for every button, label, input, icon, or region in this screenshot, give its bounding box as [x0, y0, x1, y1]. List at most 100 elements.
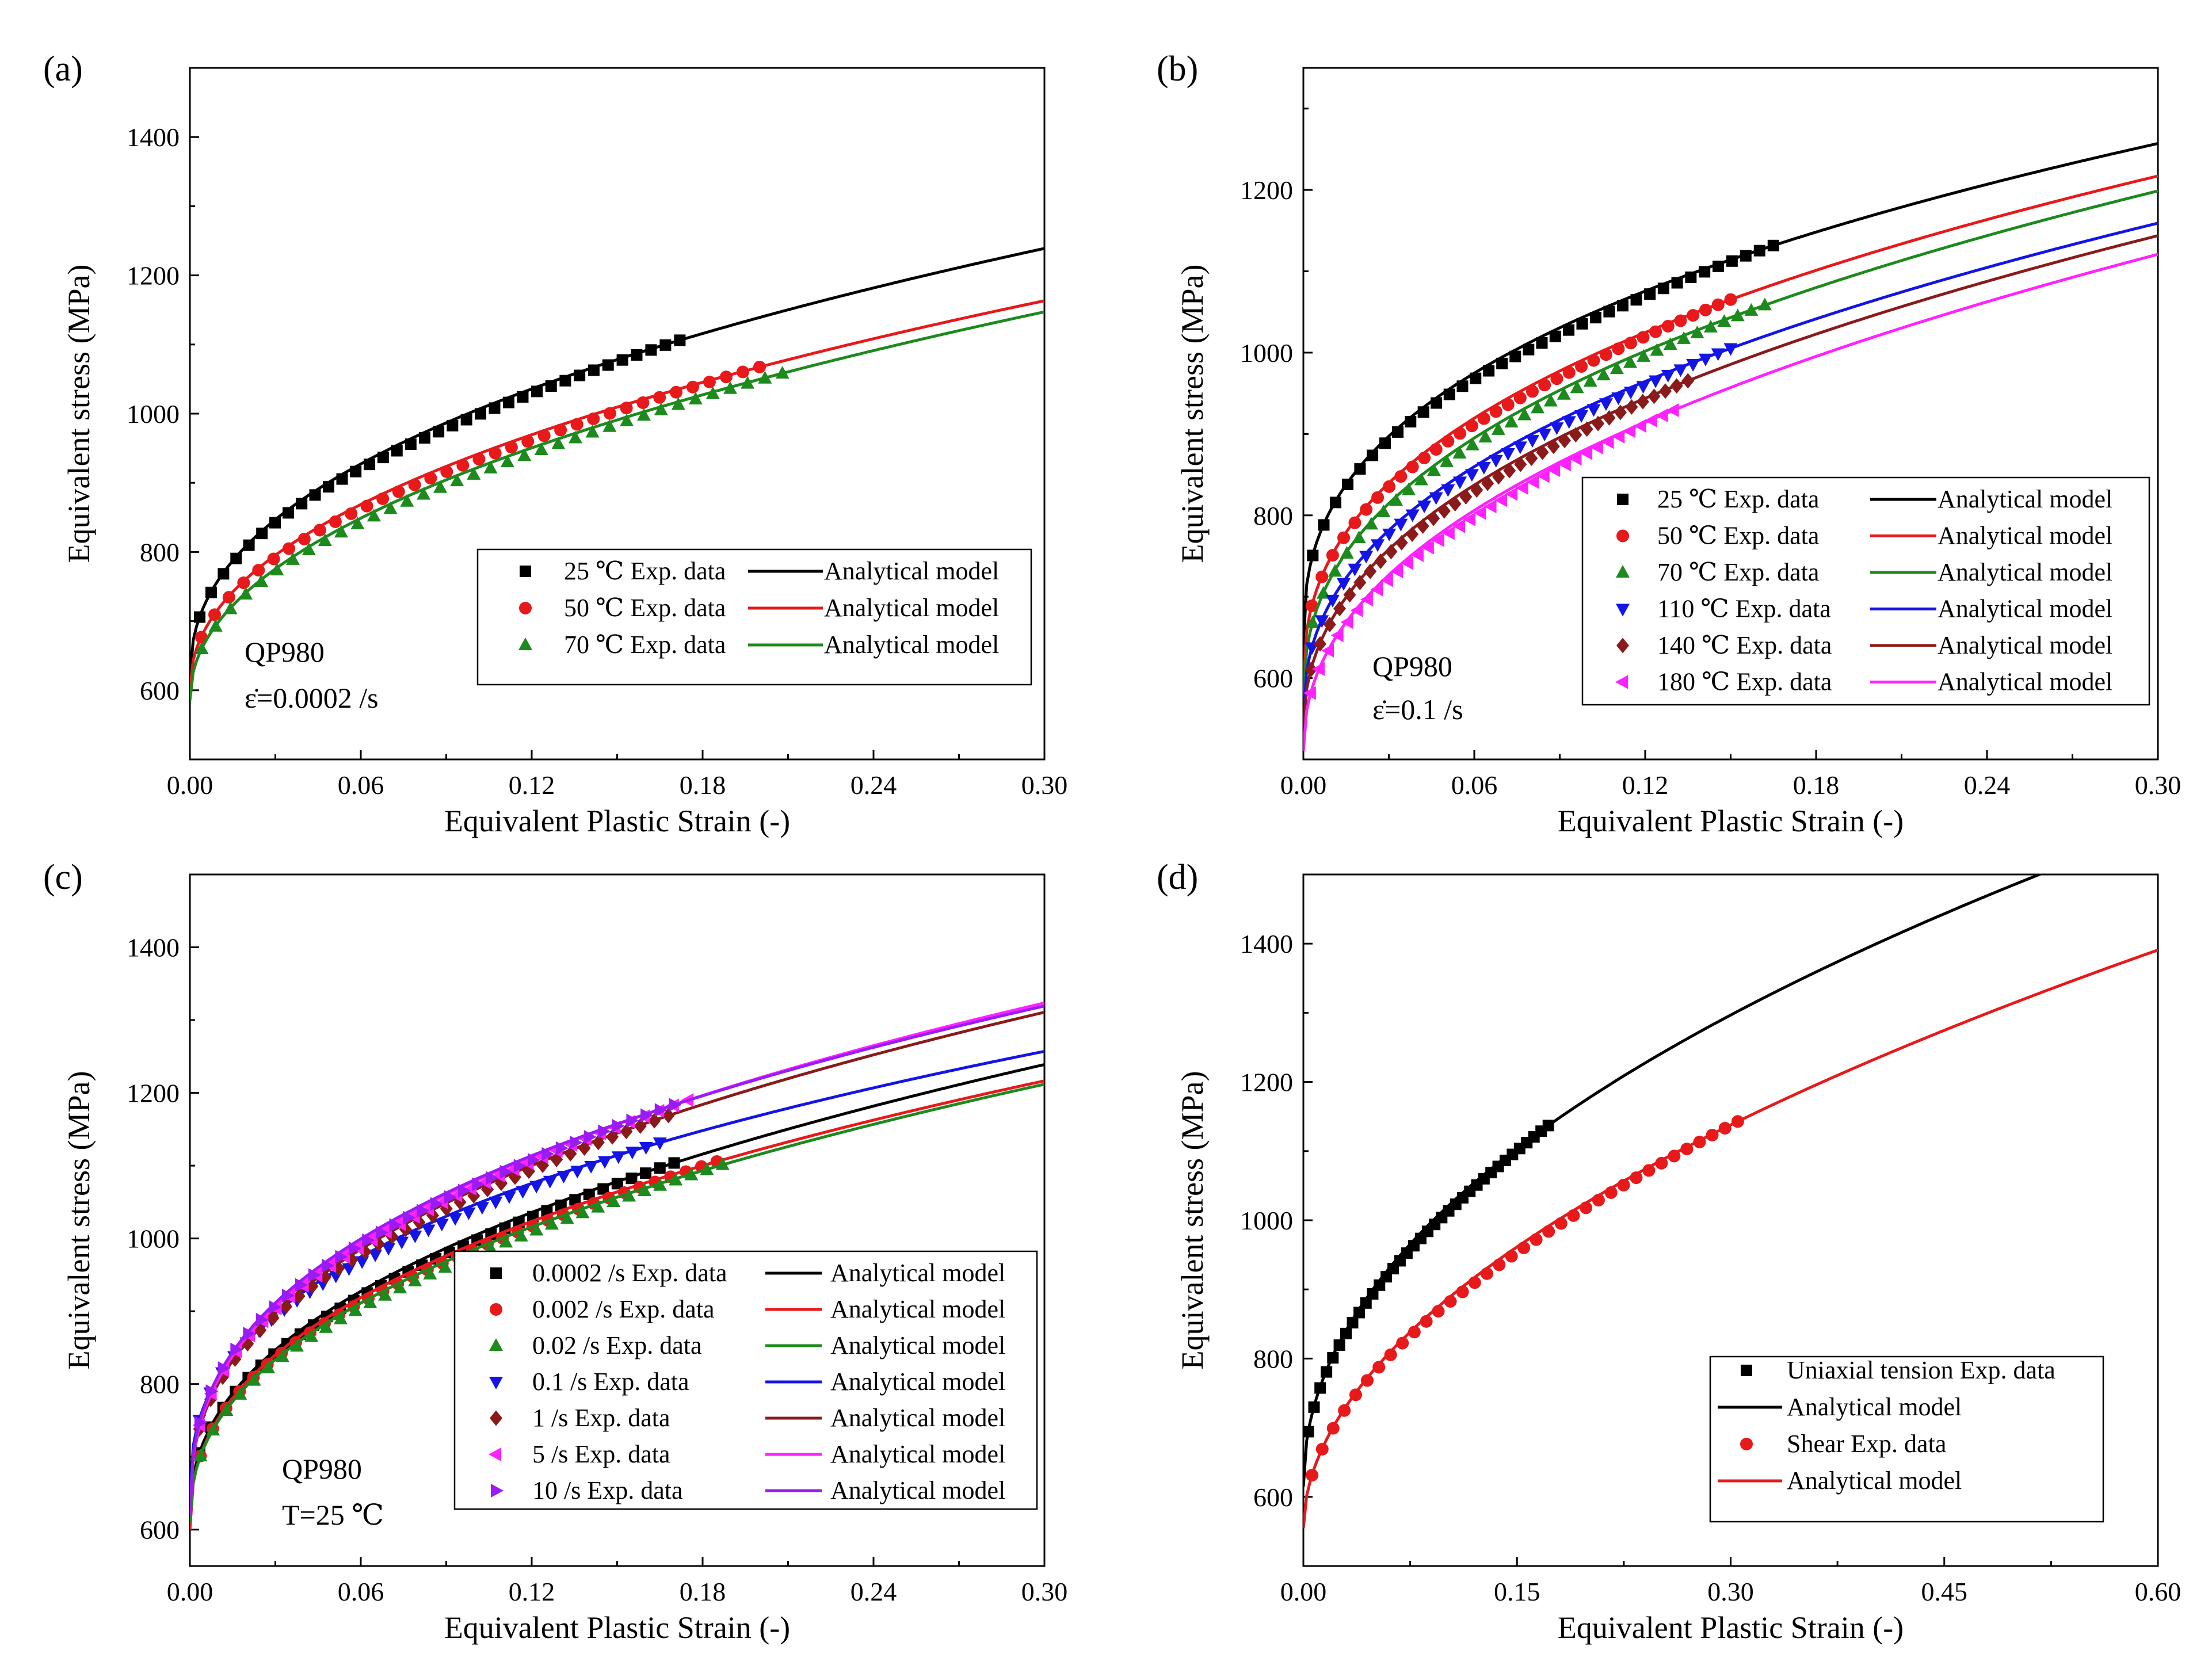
exp-point: [551, 436, 566, 449]
exp-point: [1392, 426, 1404, 438]
exp-point: [569, 1194, 581, 1206]
exp-point: [597, 1156, 612, 1169]
exp-point: [1496, 357, 1508, 369]
exp-point: [1612, 342, 1625, 356]
legend-marker: [1616, 637, 1629, 654]
legend-model-label: Analytical model: [830, 1259, 1005, 1287]
exp-point: [1329, 497, 1341, 509]
exp-point: [584, 1160, 598, 1174]
exp-point: [1549, 330, 1561, 342]
x-tick-label: 0.18: [680, 1577, 726, 1606]
exp-point: [1509, 350, 1521, 362]
exp-point: [1364, 517, 1378, 530]
exp-point: [1647, 388, 1661, 404]
exp-point: [280, 1298, 293, 1315]
exp-point: [1307, 549, 1319, 562]
exp-point: [362, 1233, 375, 1247]
exp-point: [1576, 318, 1588, 330]
exp-point: [1432, 1305, 1445, 1318]
legend-model-label: Analytical model: [824, 557, 999, 585]
exp-point: [1501, 448, 1515, 461]
exp-point: [391, 445, 403, 457]
exp-point: [1473, 506, 1486, 520]
exp-point: [1414, 472, 1428, 486]
exp-point: [736, 365, 749, 379]
exp-point: [1666, 403, 1679, 418]
panel-label: (b): [1157, 49, 1198, 89]
x-tick-label: 0.12: [509, 770, 555, 800]
x-tick-label: 0.00: [167, 770, 213, 800]
legend-marker: [1617, 494, 1629, 505]
exp-point: [292, 1288, 306, 1304]
exp-point: [322, 1258, 335, 1273]
exp-point: [1538, 428, 1552, 441]
panel-2: (b) 0.00 0.06 0.12 0.18 0.24 0.30 600 800 1000 120…: [1157, 49, 2181, 838]
exp-point: [517, 448, 532, 461]
exp-point: [1505, 1250, 1518, 1263]
exp-point: [261, 1361, 276, 1374]
exp-point: [611, 1178, 623, 1190]
exp-point: [282, 1288, 295, 1303]
exp-point: [283, 542, 296, 555]
exp-point: [206, 1423, 220, 1436]
y-tick-label: 800: [140, 537, 180, 567]
exp-point: [636, 408, 651, 421]
exp-point: [684, 1167, 699, 1181]
y-tick-label: 1400: [1240, 929, 1293, 958]
exp-point: [517, 391, 529, 403]
exp-point: [222, 591, 235, 604]
exp-point: [1340, 615, 1353, 629]
exp-point: [447, 419, 459, 431]
legend-model-label: Analytical model: [1938, 558, 2112, 586]
exp-point: [1360, 592, 1373, 606]
exp-point: [243, 539, 255, 551]
legend-exp-label: 50 ℃ Exp. data: [564, 594, 726, 622]
exp-point: [1604, 1186, 1618, 1199]
exp-point: [1443, 388, 1455, 400]
exp-point: [1382, 528, 1397, 541]
exp-point: [1349, 1388, 1362, 1401]
exp-point: [1340, 546, 1354, 559]
exp-point: [1592, 415, 1605, 431]
exp-point: [417, 1204, 430, 1218]
exp-point: [543, 1175, 557, 1189]
exp-point: [1698, 353, 1713, 366]
x-tick-label: 0.24: [851, 1577, 897, 1606]
legend-marker: [489, 1338, 503, 1351]
exp-point: [1353, 1307, 1366, 1319]
exp-point: [674, 334, 686, 346]
exp-point: [329, 515, 342, 528]
exp-point: [208, 618, 223, 632]
exp-point: [598, 1124, 611, 1139]
legend-marker: [489, 1377, 503, 1389]
exp-point: [574, 369, 586, 381]
exp-point: [233, 1387, 247, 1400]
exp-point: [1315, 1442, 1329, 1456]
exp-point: [1405, 509, 1420, 522]
exp-point: [1637, 331, 1650, 344]
exp-point: [1657, 282, 1669, 295]
exp-point: [1558, 457, 1571, 472]
exp-point: [1315, 570, 1329, 583]
y-tick-label: 1200: [127, 1079, 180, 1108]
exp-point: [348, 1303, 363, 1316]
exp-point: [1731, 1115, 1744, 1128]
exp-point: [489, 1196, 503, 1209]
exp-point: [444, 1190, 457, 1204]
exp-point: [218, 1361, 231, 1376]
exp-point: [489, 446, 502, 460]
exp-point: [1757, 297, 1772, 311]
exp-point: [1530, 400, 1544, 414]
exp-point: [456, 459, 470, 472]
exp-point: [458, 1183, 471, 1198]
legend-marker: [1741, 1365, 1752, 1376]
exp-point: [1465, 419, 1478, 433]
exp-point: [1617, 1178, 1630, 1191]
annotation-material: QP980: [282, 1453, 362, 1485]
exp-point: [591, 1200, 605, 1213]
legend-model-label: Analytical model: [1787, 1466, 1962, 1495]
exp-point: [298, 532, 311, 545]
exp-point: [378, 1288, 392, 1301]
exp-point: [1364, 563, 1377, 579]
exp-point: [393, 1281, 407, 1294]
